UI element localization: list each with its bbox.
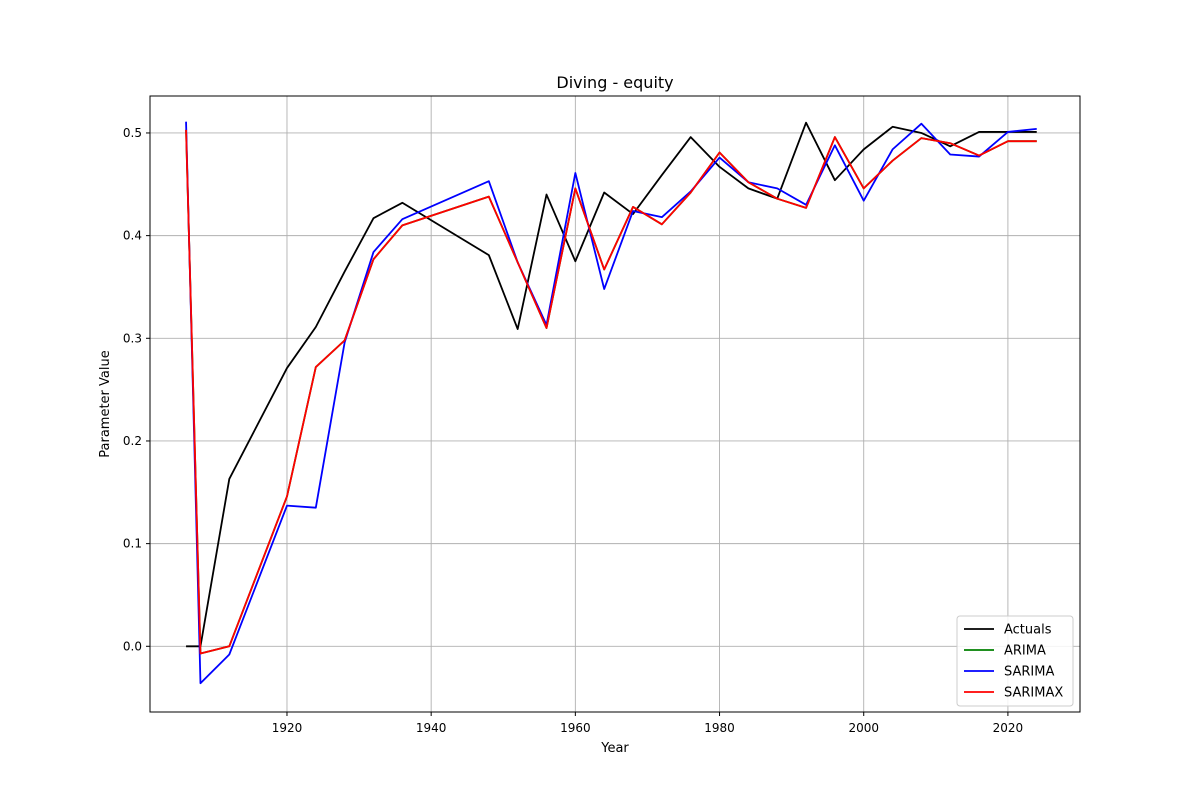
y-tick-label: 0.5: [123, 126, 142, 140]
series-line-sarima: [185, 121, 1037, 685]
axis-ticks: 1920 1940 1960 1980 2000 2020 0.0 0.1 0.2 0.3 0.4 0…: [123, 126, 1023, 735]
y-axis-label: Parameter Value: [98, 350, 113, 457]
series-line-sarimax: [185, 129, 1037, 655]
x-tick-label: 1980: [704, 721, 735, 735]
chart-title: Diving - equity: [556, 73, 673, 92]
x-axis-label: Year: [600, 741, 629, 756]
legend-label-sarima: SARIMA: [1004, 665, 1054, 680]
series-lines: [185, 121, 1037, 685]
y-tick-label: 0.4: [123, 229, 142, 243]
legend-label-arima: ARIMA: [1004, 644, 1046, 659]
grid-lines: [150, 96, 1080, 712]
series-line-actuals: [186, 121, 1037, 648]
y-tick-label: 0.0: [123, 639, 142, 653]
y-tick-label: 0.2: [123, 434, 142, 448]
x-tick-label: 2020: [993, 721, 1024, 735]
plot-frame: [149, 95, 1081, 713]
x-tick-label: 1960: [560, 721, 591, 735]
y-tick-label: 0.3: [123, 331, 142, 345]
legend-label-actuals: Actuals: [1004, 623, 1052, 638]
legend: Actuals ARIMA SARIMA SARIMAX: [956, 615, 1074, 707]
legend-box: [956, 615, 1074, 707]
x-tick-label: 1940: [416, 721, 447, 735]
y-tick-label: 0.1: [123, 537, 142, 551]
x-tick-label: 2000: [848, 721, 879, 735]
x-tick-label: 1920: [272, 721, 303, 735]
legend-label-sarimax: SARIMAX: [1004, 686, 1063, 701]
